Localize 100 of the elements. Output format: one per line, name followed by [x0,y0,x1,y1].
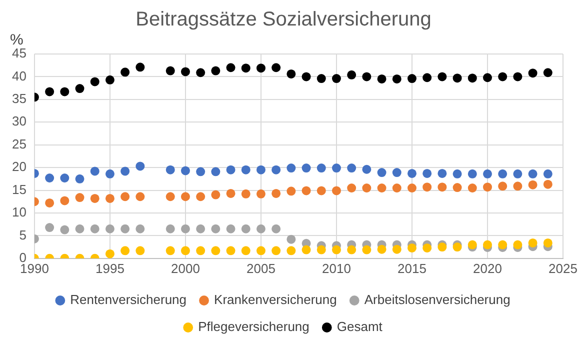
point [286,164,296,173]
point [498,72,508,82]
point [105,224,114,234]
point [105,75,114,84]
point [166,192,175,202]
y-tick-label: 30 [12,114,26,129]
point [513,72,522,82]
point [211,167,220,176]
point [226,63,236,72]
point [302,186,311,196]
chart-title: Beitragssätze Sozialversicherung [136,8,432,31]
y-tick-label: 40 [12,68,26,84]
x-tick-label: 2000 [171,260,200,276]
point [316,74,326,84]
point [286,69,296,78]
x-tick-label: 1995 [96,260,124,276]
point [528,169,538,178]
point [332,186,341,196]
point [377,183,386,192]
point [452,74,462,83]
point [136,192,145,202]
point [75,174,84,184]
point [226,224,236,234]
point [45,223,54,232]
point [528,68,538,78]
point [392,244,402,254]
point [468,183,477,192]
x-tick-label: 2020 [473,260,502,276]
point [120,224,130,234]
point [272,224,281,234]
point [241,189,250,198]
point [211,66,220,76]
point [226,246,236,256]
point [302,72,311,82]
point [286,234,296,244]
legend-label: Krankenversicherung [214,292,337,308]
point [392,168,402,178]
point [347,183,356,192]
point [377,74,386,84]
point [513,182,522,191]
point [196,68,206,78]
point [226,188,236,198]
point [256,189,266,198]
legend-label: Rentenversicherung [70,292,187,308]
point [136,246,145,256]
point [482,169,492,178]
point [543,180,552,189]
point [105,169,114,178]
point [136,224,145,234]
y-tick-label: 15 [12,182,26,197]
point [180,166,190,176]
legend-label: Pflegeversicherung [198,319,310,334]
point [180,67,190,76]
point [90,166,100,176]
point [362,245,372,254]
x-tick-label: 2005 [246,260,276,276]
point [316,245,326,254]
point [272,246,281,256]
point [211,190,220,200]
point [468,169,477,178]
point [407,243,416,252]
point [438,168,447,178]
point [272,63,281,72]
point [180,192,190,202]
point [498,182,508,191]
point [347,70,356,80]
point [241,224,250,234]
point [90,194,100,203]
point [45,87,54,96]
point [120,68,130,77]
point [407,74,416,84]
point [347,164,356,173]
point [120,246,130,256]
point [528,180,538,190]
point [362,72,372,82]
point [362,164,372,174]
point [498,240,508,250]
point [407,168,416,178]
point [105,249,114,258]
point [392,183,402,192]
point [241,165,250,174]
point [105,194,114,203]
point [438,72,447,82]
point [196,246,206,256]
x-tick-label: 2010 [322,260,351,276]
point [543,238,552,248]
y-tick-label: 25 [12,136,26,152]
point [286,186,296,196]
point [75,84,84,94]
point [196,192,206,202]
x-tick-label: 2025 [548,260,578,276]
point [452,242,462,252]
point [543,169,552,178]
point [90,77,100,86]
legend-label: Arbeitslosenversicherung [364,292,510,308]
y-tick-label: 20 [12,159,26,174]
point [362,183,372,192]
legend-label: Gesamt [336,319,383,334]
point [166,246,175,256]
point [136,162,145,171]
